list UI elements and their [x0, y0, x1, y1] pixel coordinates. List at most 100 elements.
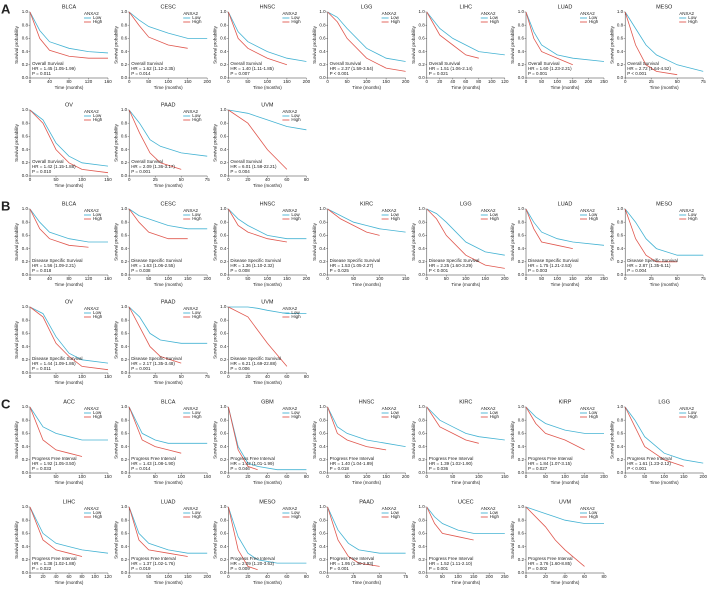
y-tick-label: 0.8 — [121, 219, 128, 224]
hazard-ratio: HR = 1.60 (1.23-2.21) — [528, 66, 572, 71]
x-tick-label: 50 — [53, 474, 59, 479]
legend-label: Low — [93, 310, 102, 315]
legend-label: Low — [589, 410, 598, 415]
p-value: P = 0.014 — [131, 466, 151, 471]
y-tick-label: 0.6 — [319, 531, 326, 536]
y-tick-label: 0.2 — [22, 160, 29, 165]
hazard-ratio: HR = 1.37 (1.02-1.76) — [131, 561, 175, 566]
survival-curve — [228, 306, 307, 314]
x-tick-label: 20 — [245, 177, 251, 182]
legend-title: ANXA2 — [679, 406, 694, 411]
y-tick-label: 0.0 — [419, 470, 426, 475]
x-axis-label: Time (months) — [650, 85, 679, 90]
survival-curve — [29, 109, 109, 174]
y-axis-label: Survival probability — [312, 420, 317, 459]
y-tick-label: 0.8 — [617, 219, 624, 224]
x-tick-label: 50 — [675, 79, 681, 84]
survival-type: Progress Free Interval — [528, 556, 573, 561]
y-tick-label: 0.0 — [121, 570, 128, 575]
x-tick-label: 0 — [525, 276, 528, 281]
y-tick-label: 0.8 — [220, 417, 227, 422]
x-axis-label: Time (months) — [55, 380, 84, 385]
plot-title: UCEC — [458, 499, 474, 505]
panel-label: B — [1, 198, 10, 213]
y-tick-label: 0.8 — [22, 417, 29, 422]
survival-curve — [228, 406, 258, 471]
legend-label: High — [589, 19, 599, 24]
y-tick-label: 0.8 — [220, 22, 227, 27]
plot-title: UVM — [559, 499, 572, 505]
survival-curve — [29, 208, 89, 248]
y-axis-label: Survival probability — [113, 123, 118, 162]
survival-type: Progress Free Interval — [131, 456, 176, 461]
x-axis-label: Time (months) — [352, 85, 381, 90]
y-tick-label: 0.8 — [22, 22, 29, 27]
y-tick-label: 0.0 — [22, 272, 29, 277]
y-tick-label: 1.0 — [220, 107, 227, 112]
legend-label: High — [291, 216, 301, 221]
x-tick-label: 0 — [227, 574, 230, 579]
y-axis-label: Survival probability — [213, 320, 218, 359]
x-tick-label: 150 — [283, 276, 291, 281]
legend-label: Low — [192, 212, 201, 217]
y-tick-label: 0.2 — [121, 259, 128, 264]
x-tick-label: 50 — [539, 276, 545, 281]
p-value: P = 0.001 — [429, 566, 449, 571]
plot-title: BLCA — [62, 4, 77, 10]
survival-curve — [29, 306, 109, 364]
survival-curve — [525, 208, 573, 249]
hazard-ratio: HR = 2.87 (1.35-6.11) — [627, 263, 671, 268]
survival-type: Progress Free Interval — [528, 456, 573, 461]
y-tick-label: 0.8 — [518, 219, 525, 224]
hazard-ratio: HR = 1.56 (1.09-2.21) — [32, 263, 76, 268]
y-tick-label: 0.6 — [121, 36, 128, 41]
y-tick-label: 0.4 — [617, 49, 624, 54]
y-tick-label: 0.6 — [419, 431, 426, 436]
x-axis-label: Time (months) — [253, 480, 282, 485]
legend-label: High — [688, 19, 698, 24]
y-tick-label: 0.8 — [419, 22, 426, 27]
y-axis-label: Survival probability — [14, 222, 19, 261]
y-tick-label: 1.0 — [121, 107, 128, 112]
y-tick-label: 0.0 — [121, 272, 128, 277]
survival-curve — [426, 11, 479, 59]
plot-title: KIRC — [360, 201, 373, 207]
survival-curve — [525, 406, 585, 451]
survival-curve — [128, 306, 182, 364]
x-tick-label: 50 — [440, 574, 446, 579]
x-tick-label: 50 — [179, 374, 185, 379]
survival-curve — [128, 506, 188, 557]
y-axis-label: Survival probability — [213, 25, 218, 64]
x-axis-label: Time (months) — [253, 282, 282, 287]
y-tick-label: 0.0 — [419, 75, 426, 80]
legend-label: High — [688, 414, 698, 419]
y-tick-label: 1.0 — [617, 9, 624, 14]
legend-label: High — [291, 514, 301, 519]
y-tick-label: 0.0 — [319, 272, 326, 277]
legend-label: High — [93, 514, 103, 519]
legend-label: High — [291, 314, 301, 319]
y-tick-label: 0.2 — [220, 357, 227, 362]
y-tick-label: 1.0 — [220, 9, 227, 14]
x-tick-label: 200 — [501, 276, 509, 281]
panel-label: A — [1, 1, 11, 16]
y-tick-label: 0.0 — [22, 370, 29, 375]
x-tick-label: 25 — [351, 574, 357, 579]
plot-title: OV — [65, 102, 73, 108]
x-tick-label: 50 — [345, 474, 351, 479]
survival-curve — [327, 406, 387, 451]
hazard-ratio: HR = 1.36 (1.10-2.32) — [230, 263, 274, 268]
y-tick-label: 0.4 — [518, 444, 525, 449]
x-axis-label: Time (months) — [154, 380, 183, 385]
legend-title: ANXA2 — [282, 506, 297, 511]
legend-label: High — [93, 414, 103, 419]
x-axis-label: Time (months) — [154, 85, 183, 90]
x-tick-label: 20 — [245, 574, 251, 579]
y-tick-label: 0.0 — [518, 272, 525, 277]
x-tick-label: 40 — [562, 574, 568, 579]
y-tick-label: 1.0 — [419, 404, 426, 409]
y-tick-label: 0.4 — [220, 147, 227, 152]
y-tick-label: 1.0 — [518, 404, 525, 409]
x-tick-label: 50 — [345, 79, 351, 84]
y-tick-label: 0.2 — [319, 557, 326, 562]
